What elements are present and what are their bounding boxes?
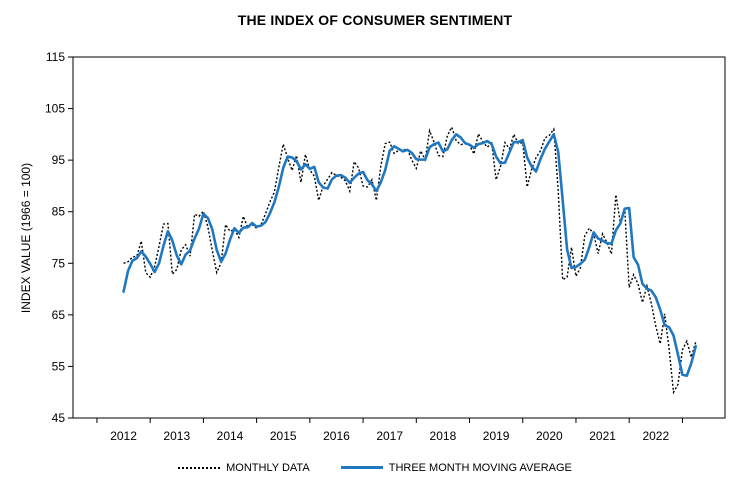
series-three-month-average-line [122, 133, 697, 378]
x-tick-label: 2017 [376, 429, 403, 443]
x-tick-label: 2020 [536, 429, 563, 443]
y-tick-label: 85 [52, 205, 66, 219]
legend-item-average: THREE MONTH MOVING AVERAGE [340, 461, 572, 474]
x-tick-label: 2021 [589, 429, 616, 443]
x-axis: 2012 2013 2014 2015 2016 2017 2018 2019 2020 2021… [96, 418, 683, 443]
y-tick-label: 115 [46, 50, 65, 64]
x-tick-label: 2022 [642, 429, 669, 443]
legend-label-monthly: MONTHLY DATA [226, 462, 310, 474]
y-axis-label: INDEX VALUE (1966 = 100) [19, 163, 33, 313]
y-tick-label: 65 [52, 308, 66, 322]
chart-title: THE INDEX OF CONSUMER SENTIMENT [237, 12, 513, 28]
series-monthly-data-line [123, 125, 697, 395]
x-tick-label: 2015 [270, 429, 297, 443]
legend-dotted-line-swatch [178, 467, 221, 469]
legend: MONTHLY DATA THREE MONTH MOVING AVERAGE [0, 460, 750, 474]
y-tick-label: 95 [52, 153, 66, 167]
y-tick-label: 45 [52, 411, 66, 425]
y-axis: 45 55 65 75 85 95 105 115 [45, 50, 73, 425]
x-tick-label: 2019 [483, 429, 510, 443]
x-tick-label: 2012 [110, 429, 137, 443]
legend-solid-line-swatch [340, 466, 383, 469]
y-tick-label: 55 [52, 359, 66, 373]
legend-item-monthly: MONTHLY DATA [178, 462, 310, 474]
x-tick-label: 2014 [217, 429, 244, 443]
plot-area-frame [72, 56, 726, 419]
x-tick-label: 2013 [163, 429, 190, 443]
y-tick-label: 75 [52, 256, 66, 270]
y-tick-label: 105 [45, 102, 65, 116]
x-tick-label: 2016 [323, 429, 350, 443]
legend-label-average: THREE MONTH MOVING AVERAGE [388, 461, 572, 474]
x-tick-label: 2018 [430, 429, 457, 443]
